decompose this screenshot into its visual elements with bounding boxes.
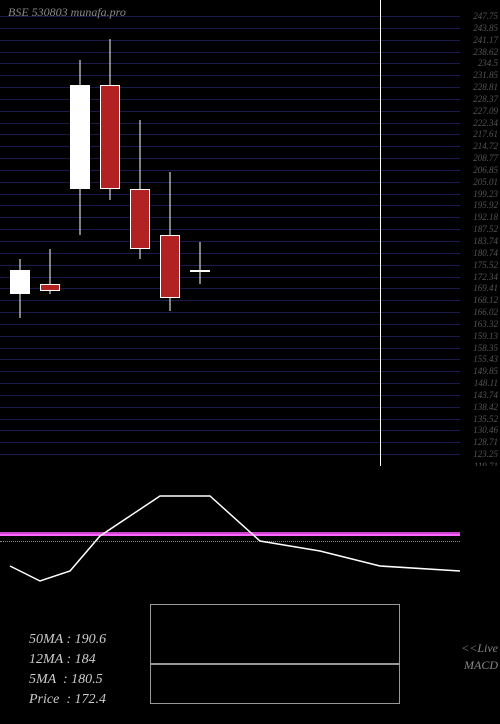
price-axis-label: 187.52 [473, 224, 498, 234]
price-axis-label: 227.09 [473, 106, 498, 116]
price-axis-label: 228.37 [473, 94, 498, 104]
grid-line [0, 146, 460, 147]
grid-line [0, 111, 460, 112]
grid-line [0, 75, 460, 76]
price-axis-label: 143.74 [473, 390, 498, 400]
price-axis-label: 130.46 [473, 425, 498, 435]
price-axis-label: 183.74 [473, 236, 498, 246]
price-axis-label: 149.85 [473, 366, 498, 376]
price-axis-label: 180.74 [473, 248, 498, 258]
price-axis-label: 208.77 [473, 153, 498, 163]
grid-line [0, 182, 460, 183]
grid-line [0, 194, 460, 195]
price-axis-label: 128.71 [473, 437, 498, 447]
grid-line [0, 63, 460, 64]
price-grid: 247.75243.85241.17238.62234.5231.85228.8… [0, 8, 460, 466]
price-axis-label: 247.75 [473, 11, 498, 21]
exchange-label: BSE [8, 5, 29, 19]
price-axis-label: 159.13 [473, 331, 498, 341]
grid-line [0, 170, 460, 171]
price-axis-label: 175.52 [473, 260, 498, 270]
live-label: <<Live [461, 641, 498, 656]
grid-line [0, 430, 460, 431]
stock-chart-container: BSE 530803 munafa.pro 247.75243.85241.17… [0, 0, 500, 700]
grid-line [0, 312, 460, 313]
price-axis-label: 231.85 [473, 70, 498, 80]
grid-line [0, 348, 460, 349]
price-axis-label: 163.32 [473, 319, 498, 329]
grid-line [0, 300, 460, 301]
macd-label: MACD [464, 658, 498, 673]
grid-line [0, 87, 460, 88]
price-axis-label: 135.52 [473, 414, 498, 424]
price-axis-label: 169.41 [473, 283, 498, 293]
price-axis-label: 158.35 [473, 343, 498, 353]
price-axis-label: 138.42 [473, 402, 498, 412]
price-axis-label: 168.12 [473, 295, 498, 305]
grid-line [0, 217, 460, 218]
price-axis-label: 192.18 [473, 212, 498, 222]
price-axis-label: 166.02 [473, 307, 498, 317]
grid-line [0, 28, 460, 29]
price-axis-label: 217.61 [473, 129, 498, 139]
grid-line [0, 158, 460, 159]
grid-line [0, 123, 460, 124]
grid-line [0, 395, 460, 396]
price-axis-label: 155.43 [473, 354, 498, 364]
price-axis-label: 205.01 [473, 177, 498, 187]
grid-line [0, 52, 460, 53]
grid-line [0, 265, 460, 266]
indicator-box [150, 604, 400, 664]
grid-line [0, 277, 460, 278]
price-axis-label: 234.5 [478, 58, 498, 68]
grid-line [0, 288, 460, 289]
price-axis-label: 172.34 [473, 272, 498, 282]
chart-header: BSE 530803 munafa.pro [8, 5, 126, 20]
grid-line [0, 336, 460, 337]
grid-line [0, 383, 460, 384]
grid-line [0, 359, 460, 360]
grid-line [0, 454, 460, 455]
indicator-box [150, 664, 400, 704]
grid-line [0, 407, 460, 408]
grid-line [0, 371, 460, 372]
grid-line [0, 419, 460, 420]
price-axis-label: 148.11 [474, 378, 498, 388]
price-axis-label: 228.81 [473, 82, 498, 92]
price-axis-label: 238.62 [473, 47, 498, 57]
price-axis-label: 199.23 [473, 189, 498, 199]
price-axis-label: 195.92 [473, 200, 498, 210]
grid-line [0, 253, 460, 254]
oscillator-line [10, 496, 460, 581]
price-axis-label: 123.25 [473, 449, 498, 459]
price-axis-label: 241.17 [473, 35, 498, 45]
grid-line [0, 40, 460, 41]
source-label: munafa.pro [71, 5, 126, 19]
grid-line [0, 241, 460, 242]
symbol-label: 530803 [32, 5, 68, 19]
indicator-panel: 50MA : 190.6 12MA : 184 5MA : 180.5 Pric… [0, 466, 500, 700]
grid-line [0, 442, 460, 443]
price-info: Price : 172.4 [8, 676, 106, 724]
grid-line [0, 99, 460, 100]
price-axis-label: 243.85 [473, 23, 498, 33]
grid-line [0, 229, 460, 230]
grid-line [0, 324, 460, 325]
grid-line [0, 134, 460, 135]
price-axis-label: 214.72 [473, 141, 498, 151]
grid-line [0, 205, 460, 206]
price-axis-label: 222.34 [473, 118, 498, 128]
price-axis-label: 206.85 [473, 165, 498, 175]
